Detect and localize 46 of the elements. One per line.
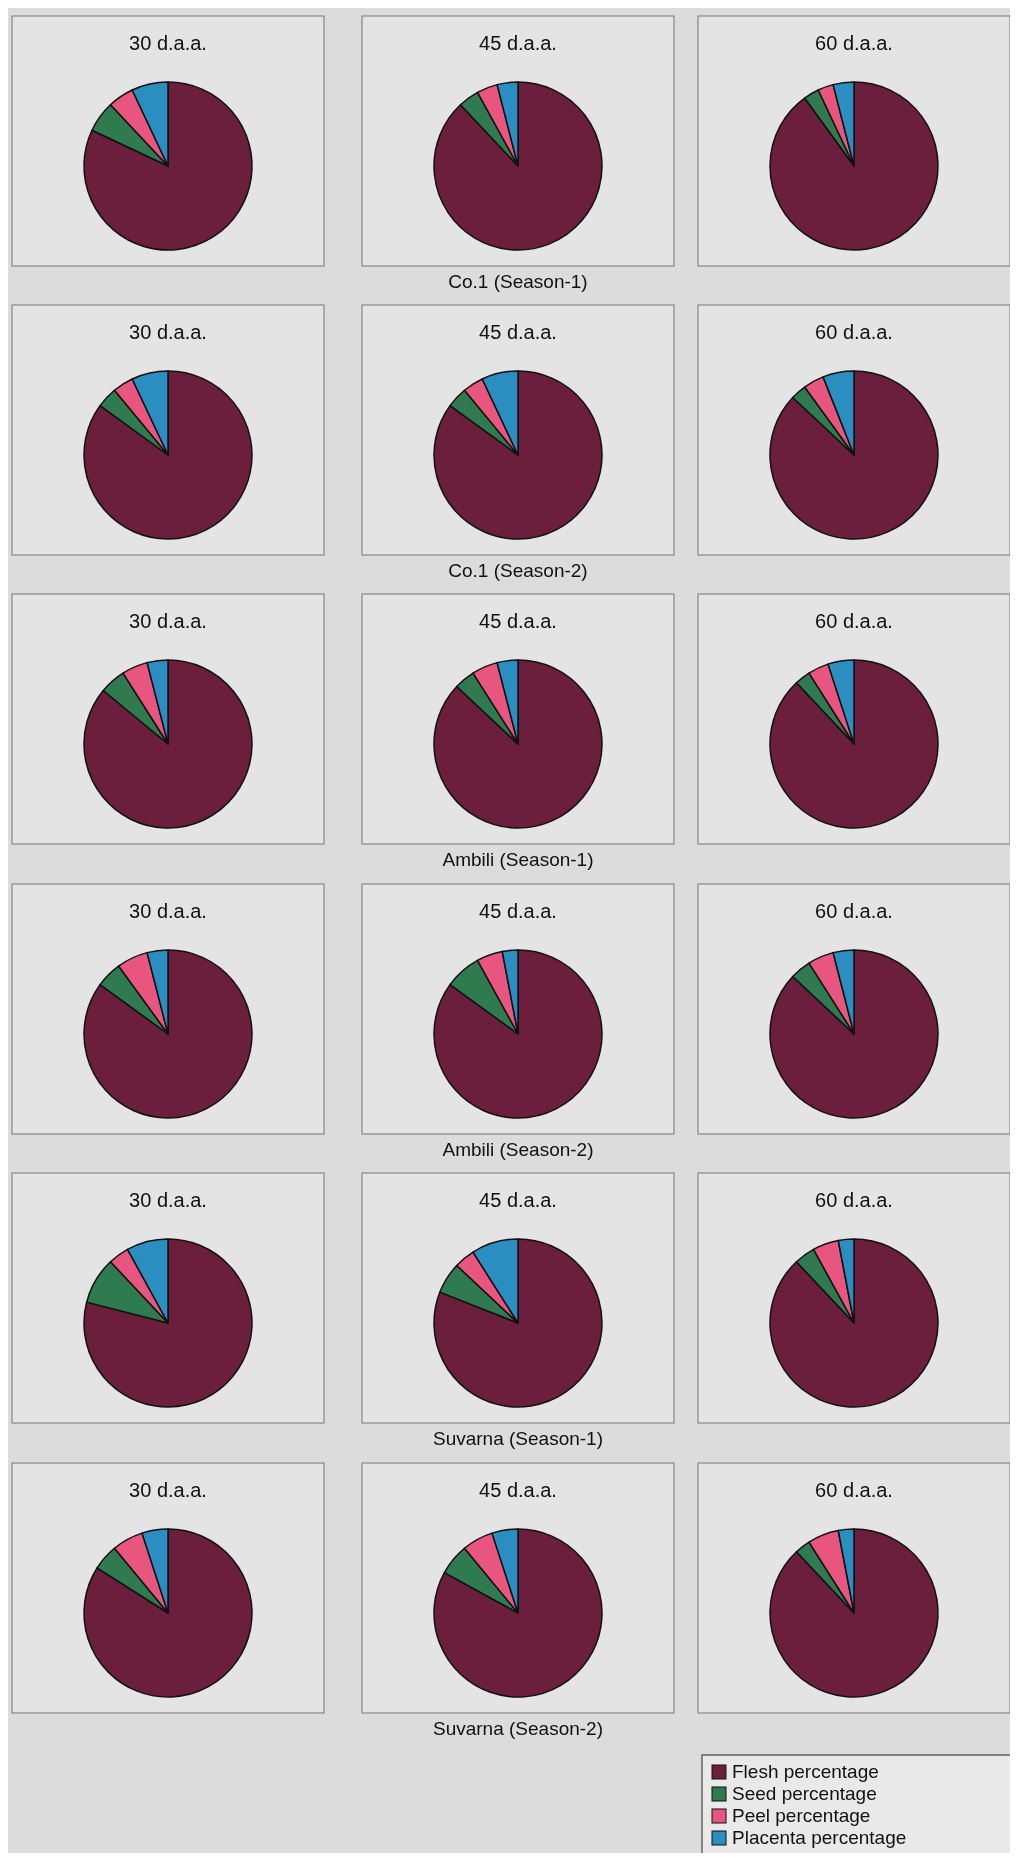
pie-slice: [769, 81, 939, 251]
chart-title: 30 d.a.a.: [129, 321, 207, 343]
chart-title: 30 d.a.a.: [129, 1479, 207, 1501]
chart-title: 45 d.a.a.: [479, 1189, 557, 1211]
chart-title: 30 d.a.a.: [129, 32, 207, 54]
chart-title: 60 d.a.a.: [815, 1479, 893, 1501]
chart-title: 45 d.a.a.: [479, 1479, 557, 1501]
pie-slice: [83, 1238, 253, 1408]
text: Ambili (Season-1): [442, 849, 594, 870]
chart-title: 60 d.a.a.: [815, 321, 893, 343]
legend-label: Seed percentage: [732, 1783, 877, 1804]
chart-title: 45 d.a.a.: [479, 32, 557, 54]
text: Co.1 (Season-2): [448, 560, 588, 581]
pie-slice: [769, 949, 939, 1119]
text: Co.1 (Season-1): [448, 271, 588, 292]
chart-title: 30 d.a.a.: [129, 610, 207, 632]
chart-title: 60 d.a.a.: [815, 1189, 893, 1211]
pie-slice: [433, 659, 603, 829]
chart-title: 30 d.a.a.: [129, 900, 207, 922]
pie-slice: [433, 949, 603, 1119]
text: Suvarna (Season-2): [432, 1718, 604, 1739]
chart-title: 60 d.a.a.: [815, 610, 893, 632]
chart-title: 30 d.a.a.: [129, 1189, 207, 1211]
legend-label: Flesh percentage: [732, 1761, 879, 1782]
pie-slice: [83, 949, 253, 1119]
pie-slice: [769, 370, 939, 540]
pie-slice: [83, 1528, 253, 1698]
pie-slice: [83, 370, 253, 540]
pie-slice: [433, 1528, 603, 1698]
pie-slice: [83, 659, 253, 829]
text: Suvarna (Season-1): [432, 1428, 604, 1449]
chart-title: 45 d.a.a.: [479, 321, 557, 343]
pie-slice: [433, 370, 603, 540]
pie-slice: [83, 81, 253, 251]
pie-slice: [769, 1238, 939, 1408]
chart-title: 45 d.a.a.: [479, 610, 557, 632]
pie-slice: [433, 81, 603, 251]
pie-slice: [769, 1528, 939, 1698]
chart-title: 60 d.a.a.: [815, 900, 893, 922]
pie-slice: [433, 1238, 603, 1408]
legend-label: Peel percentage: [732, 1805, 871, 1826]
pie-slice: [769, 659, 939, 829]
legend-label: Placenta percentage: [732, 1827, 907, 1848]
text: Ambili (Season-2): [442, 1139, 594, 1160]
chart-title: 60 d.a.a.: [815, 32, 893, 54]
chart-title: 45 d.a.a.: [479, 900, 557, 922]
